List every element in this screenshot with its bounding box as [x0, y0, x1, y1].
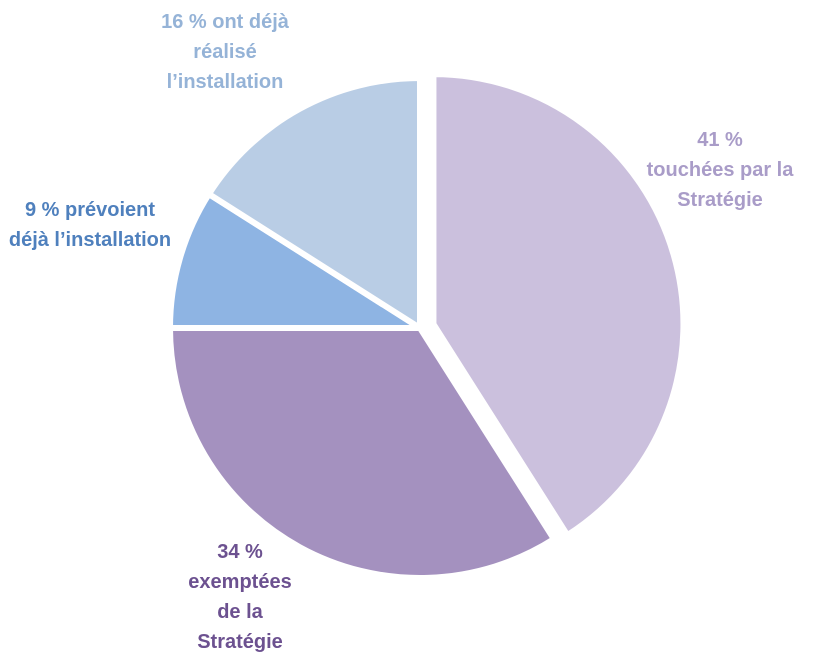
slice-label: 41 % touchées par la Stratégie: [640, 125, 800, 215]
category-label: exemptées de la Stratégie: [188, 571, 292, 653]
slice-label: 34 % exemptées de la Stratégie: [180, 537, 300, 657]
pie-slice: [205, 75, 423, 331]
slice-label: 16 % ont déjà réalisé l’installation: [135, 7, 315, 97]
value-label: 9 %: [24, 199, 60, 221]
category-label: ont déjà réalisé l’installation: [166, 11, 289, 93]
slice-label: 9 % prévoient déjà l’installation: [5, 195, 175, 255]
category-label: touchées par la Stratégie: [646, 159, 794, 211]
value-label: 34 %: [217, 541, 263, 563]
pie-slice: [430, 71, 687, 539]
value-label: 41 %: [697, 129, 743, 151]
pie-slice: [167, 191, 423, 331]
pie-slice: [167, 325, 557, 581]
value-label: 16 %: [161, 11, 207, 33]
category-label: prévoient déjà l’installation: [8, 199, 172, 251]
